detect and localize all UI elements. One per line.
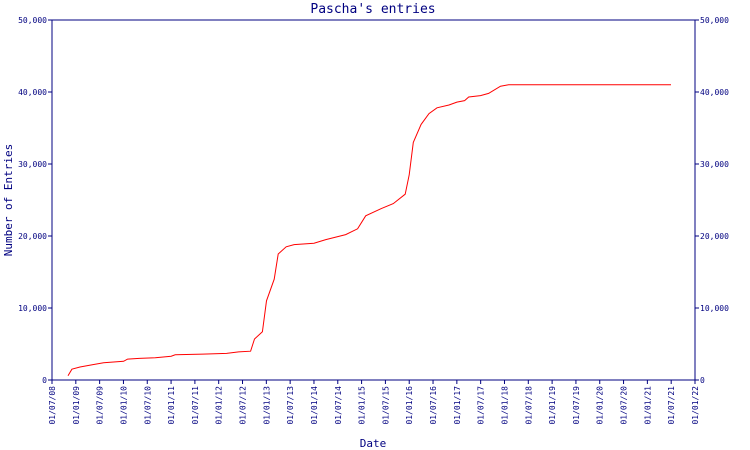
x-tick-label: 01/07/18 (524, 386, 533, 425)
x-tick-label: 01/01/10 (119, 386, 128, 425)
x-tick-label: 01/01/09 (72, 386, 81, 425)
series-line (67, 84, 671, 376)
x-tick-label: 01/01/14 (310, 386, 319, 425)
x-tick-label: 01/07/12 (239, 386, 248, 425)
y-tick-label-left: 20,000 (18, 232, 47, 241)
x-tick-label: 01/01/16 (405, 386, 414, 425)
y-tick-label-right: 30,000 (700, 160, 729, 169)
x-tick-label: 01/01/19 (548, 386, 557, 425)
x-tick-label: 01/07/09 (96, 386, 105, 425)
x-tick-label: 01/07/17 (477, 386, 486, 425)
x-tick-label: 01/01/17 (453, 386, 462, 425)
y-tick-label-right: 20,000 (700, 232, 729, 241)
x-axis: 01/07/08 01/01/09 01/07/09 01/01/10 01/07/10… (48, 380, 700, 425)
x-tick-label: 01/07/08 (48, 386, 57, 425)
y-axis: 0 0 10,000 10,000 20,000 20,000 30,000 30,000 40… (18, 16, 729, 385)
x-tick-label: 01/01/22 (691, 386, 700, 425)
y-tick-label-left: 40,000 (18, 88, 47, 97)
y-tick-label-left: 10,000 (18, 304, 47, 313)
y-tick-label-left: 50,000 (18, 16, 47, 25)
x-tick-label: 01/01/18 (500, 386, 509, 425)
x-tick-label: 01/07/19 (572, 386, 581, 425)
x-tick-label: 01/01/11 (167, 386, 176, 425)
y-tick-label-right: 50,000 (700, 16, 729, 25)
x-tick-label: 01/01/15 (358, 386, 367, 425)
y-axis-label: Number of Entries (2, 144, 15, 257)
x-tick-label: 01/07/20 (620, 386, 629, 425)
y-tick-label-right: 40,000 (700, 88, 729, 97)
x-tick-label: 01/01/13 (262, 386, 271, 425)
x-tick-label: 01/01/20 (596, 386, 605, 425)
x-tick-label: 01/01/21 (643, 386, 652, 425)
plot-frame (51, 19, 696, 381)
y-tick-label-right: 0 (700, 376, 705, 385)
x-tick-label: 01/07/11 (191, 386, 200, 425)
chart-title: Pascha's entries (310, 2, 435, 17)
y-tick-label-right: 10,000 (700, 304, 729, 313)
x-tick-label: 01/07/13 (286, 386, 295, 425)
x-tick-label: 01/07/21 (667, 386, 676, 425)
y-tick-label-left: 0 (42, 376, 47, 385)
x-tick-label: 01/07/15 (381, 386, 390, 425)
x-tick-label: 01/07/10 (143, 386, 152, 425)
x-axis-label: Date (360, 437, 387, 450)
y-tick-label-left: 30,000 (18, 160, 47, 169)
x-tick-label: 01/01/12 (215, 386, 224, 425)
x-tick-label: 01/07/16 (429, 386, 438, 425)
x-tick-label: 01/07/14 (334, 386, 343, 425)
